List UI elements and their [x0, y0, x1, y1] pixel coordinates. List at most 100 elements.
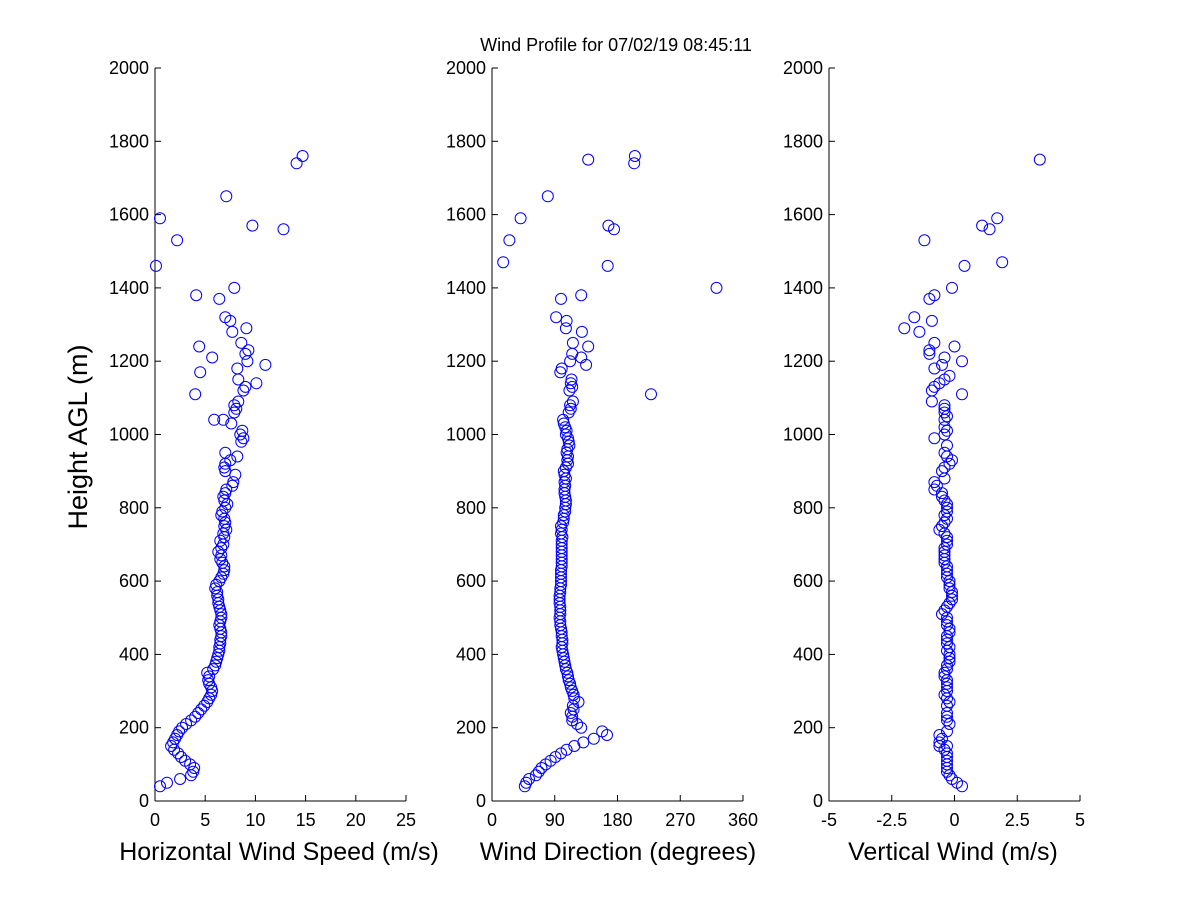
x-tick-label: 0 — [150, 810, 160, 830]
data-point — [943, 648, 956, 661]
x-tick-label: 25 — [396, 810, 416, 830]
y-tick-label: 1600 — [446, 205, 486, 225]
data-point — [227, 476, 240, 489]
data-point — [241, 355, 254, 368]
data-point — [296, 150, 309, 162]
y-tick-label: 1400 — [783, 278, 823, 298]
y-tick-label: 1600 — [783, 205, 823, 225]
data-point — [201, 666, 214, 679]
data-point — [563, 439, 576, 452]
data-point — [195, 703, 208, 716]
data-point — [928, 336, 941, 349]
data-point — [544, 754, 557, 767]
y-tick-label: 1200 — [109, 351, 149, 371]
data-point — [563, 384, 576, 397]
data-point — [936, 465, 948, 478]
data-point — [941, 567, 953, 580]
data-point — [941, 439, 953, 452]
x-axis-label-speed: Horizontal Wind Speed (m/s) — [119, 838, 439, 866]
data-point — [938, 604, 951, 617]
data-point — [991, 212, 1004, 225]
data-point — [192, 707, 205, 719]
data-point — [941, 659, 953, 672]
data-point — [983, 223, 996, 236]
y-tick-label: 400 — [119, 644, 149, 664]
data-point — [958, 259, 971, 272]
data-point — [938, 446, 951, 459]
data-point — [996, 256, 1009, 269]
x-tick-label: 270 — [665, 810, 695, 830]
data-point — [566, 336, 579, 349]
data-point — [575, 721, 588, 734]
data-point — [941, 707, 953, 719]
data-point — [941, 538, 953, 551]
data-point — [213, 619, 226, 632]
data-point — [575, 289, 588, 302]
data-point — [928, 476, 941, 489]
data-point — [565, 373, 578, 386]
data-point — [564, 377, 577, 390]
y-tick-label: 400 — [793, 644, 823, 664]
data-point — [562, 674, 575, 687]
data-point — [179, 754, 192, 767]
data-point — [938, 666, 951, 679]
data-point — [226, 325, 239, 338]
data-point — [941, 424, 953, 437]
data-point — [529, 769, 542, 782]
data-point — [580, 358, 593, 371]
data-point — [188, 762, 201, 774]
data-point — [943, 582, 956, 595]
data-point — [936, 732, 948, 745]
y-tick-label: 1000 — [446, 425, 486, 445]
y-tick-label: 600 — [119, 571, 149, 591]
y-axis-label: Height AGL (m) — [63, 344, 93, 529]
data-point — [535, 762, 548, 774]
data-point — [938, 428, 951, 441]
y-tick-label: 1200 — [783, 351, 823, 371]
data-point — [214, 534, 227, 547]
data-point — [943, 457, 956, 470]
data-point — [564, 681, 577, 694]
data-point — [943, 655, 956, 668]
data-point — [710, 281, 723, 294]
data-point — [219, 487, 232, 500]
data-point — [928, 289, 941, 302]
data-point — [514, 212, 527, 225]
data-point — [228, 281, 241, 294]
data-point — [564, 707, 577, 719]
data-point — [943, 578, 956, 591]
data-point — [236, 424, 249, 437]
data-point — [566, 347, 579, 360]
data-point — [943, 597, 956, 610]
data-point — [933, 729, 946, 741]
data-point — [208, 413, 221, 426]
data-point — [938, 545, 951, 558]
data-point — [220, 483, 233, 496]
data-point — [532, 765, 545, 778]
data-point — [941, 619, 953, 632]
data-point — [938, 399, 951, 412]
data-point — [628, 157, 641, 170]
data-point — [1033, 153, 1046, 166]
data-point — [946, 589, 958, 602]
data-point — [601, 259, 614, 272]
data-point — [596, 725, 609, 738]
data-point — [938, 351, 951, 364]
x-axis-label-direction: Wind Direction (degrees) — [480, 838, 757, 866]
data-point — [206, 351, 219, 364]
data-point — [943, 641, 956, 654]
data-point — [246, 219, 259, 232]
data-point — [568, 692, 581, 705]
data-point — [938, 509, 951, 522]
data-point — [956, 355, 968, 368]
data-point — [202, 674, 215, 687]
x-tick-label: -2.5 — [876, 810, 907, 830]
data-point — [239, 347, 252, 360]
data-point — [218, 461, 231, 474]
data-point — [250, 377, 263, 390]
data-point — [189, 710, 202, 723]
data-point — [941, 699, 953, 712]
data-point — [930, 479, 943, 492]
data-point — [520, 776, 533, 789]
